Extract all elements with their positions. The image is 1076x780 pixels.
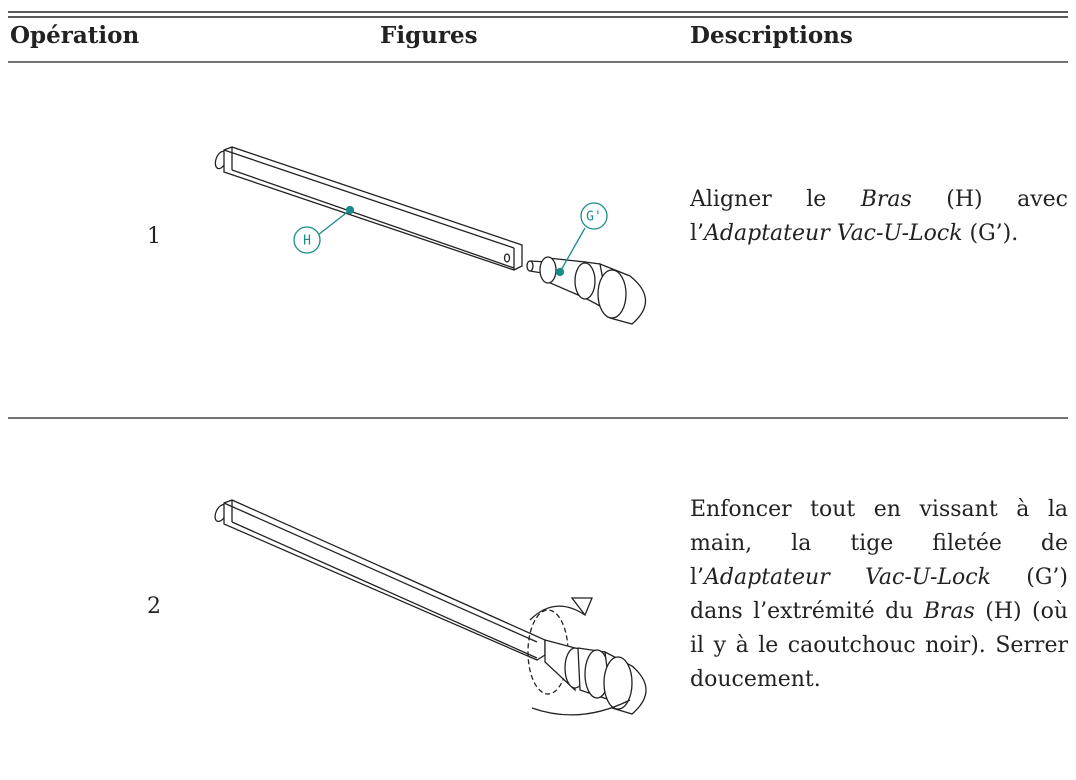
header-cell: Figures [380, 22, 478, 49]
description-text: (H) avec l’ [690, 187, 1068, 246]
figure-2 [214, 499, 647, 716]
operation-number: 1 [147, 224, 161, 249]
header-cell: Descriptions [690, 22, 853, 49]
description-text: Bras [860, 187, 912, 212]
description-text: Adaptateur Vac-U-Lock [704, 221, 963, 246]
description: Enfoncer tout en vissant à la main, la t… [690, 493, 1068, 697]
description-text: Bras [923, 599, 975, 624]
description-text: (G’). [962, 221, 1019, 246]
operation-number: 2 [147, 594, 161, 619]
description-text: (G’) dans l’extrémité du [690, 565, 1068, 624]
description-text: (H) (où il y à le caoutchouc noir). Serr… [690, 599, 1068, 692]
description-text: Adaptateur Vac-U-Lock [704, 565, 991, 590]
description-text: Aligner le [690, 187, 861, 212]
figure-label: G' [586, 210, 602, 225]
description-text: Enfoncer tout en vissant à la main, la t… [690, 497, 1068, 590]
header-cell: Opération [10, 22, 140, 49]
figure-label: H [303, 234, 311, 249]
figure-1 [214, 146, 647, 325]
description: Aligner le Bras (H) avec l’Adaptateur Va… [690, 183, 1068, 251]
